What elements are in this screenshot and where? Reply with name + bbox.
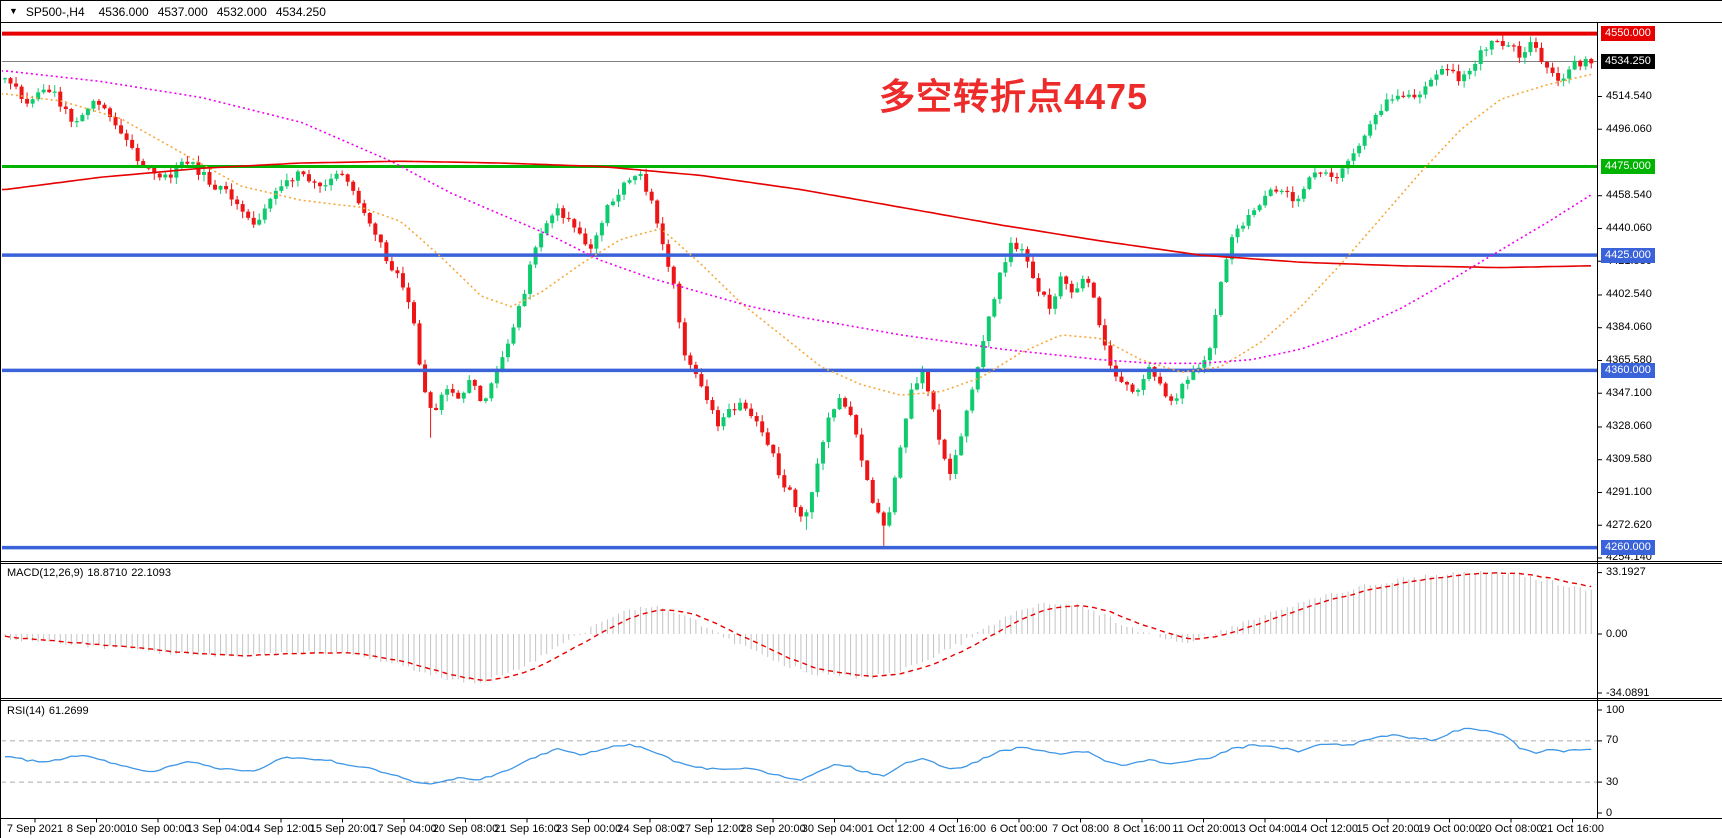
rsi-axis-label: 0: [1606, 806, 1613, 819]
rsi-name: RSI(14): [7, 705, 45, 717]
time-axis-label: 13 Oct 04:00: [1233, 823, 1297, 835]
chart-annotation-text[interactable]: 多空转折点4475: [879, 76, 1149, 117]
price-badge: 4360.000: [1601, 362, 1655, 378]
price-badge: 4550.000: [1601, 26, 1655, 42]
price-axis[interactable]: 4514.5404496.0604458.5404440.0604421.580…: [1598, 1, 1722, 838]
time-axis-label: 24 Sep 08:00: [617, 823, 683, 835]
bar-open-value: 4536.000: [98, 4, 149, 19]
price-badge: 4475.000: [1601, 159, 1655, 175]
time-axis-label: 15 Oct 20:00: [1356, 823, 1420, 835]
bar-close-value: 4534.250: [275, 4, 326, 19]
time-axis-label: 27 Sep 12:00: [678, 823, 745, 835]
price-tick-label: 4458.540: [1606, 189, 1652, 202]
time-axis-label: 20 Sep 08:00: [432, 823, 499, 835]
macd-histogram: [4, 571, 1592, 684]
rsi-value: 61.2699: [48, 705, 89, 717]
price-tick-label: 4272.620: [1606, 518, 1652, 531]
time-axis-label: 17 Sep 04:00: [371, 823, 437, 835]
price-tick-label: 4328.060: [1606, 420, 1652, 433]
price-badge: 4425.000: [1601, 247, 1655, 263]
time-axis[interactable]: 7 Sep 2021 8 Sep 20:00 10 Sep 00:00 13 Sep …: [1, 820, 1604, 838]
price-tick-label: 4309.580: [1606, 453, 1652, 466]
price-tick-label: 4440.060: [1606, 221, 1652, 234]
time-axis-label: 14 Oct 12:00: [1295, 823, 1358, 835]
time-axis-label: 10 Sep 00:00: [125, 823, 191, 835]
rsi-axis-label: 30: [1606, 775, 1619, 788]
macd-signal-value: 22.1093: [131, 567, 171, 579]
ma-slow-red-line: [2, 160, 1592, 269]
price-tick-label: 4402.540: [1606, 288, 1652, 301]
axis-tick-marks: [34, 95, 1602, 823]
rsi-axis-label: 70: [1606, 734, 1619, 747]
time-axis-label: 6 Oct 00:00: [990, 823, 1048, 835]
price-badge: 4260.000: [1601, 540, 1655, 556]
time-axis-label: 4 Oct 16:00: [929, 823, 986, 835]
horizontal-level-lines[interactable]: [1, 31, 1597, 550]
rsi-indicator-label: RSI(14) 61.2699: [7, 705, 93, 717]
price-badge: 4534.250: [1601, 54, 1655, 70]
rsi-axis-label: 100: [1606, 703, 1625, 716]
time-axis-label: 20 Oct 08:00: [1479, 823, 1543, 835]
time-axis-label: 7 Sep 2021: [6, 823, 64, 835]
time-axis-label: 8 Sep 20:00: [66, 823, 127, 835]
time-axis-label: 14 Sep 12:00: [248, 823, 314, 835]
macd-main-value: 18.8710: [87, 567, 128, 579]
panel-borders: [1, 22, 1722, 819]
time-axis-label: 21 Sep 16:00: [494, 823, 560, 835]
ma-fast-orange-line: [2, 73, 1592, 397]
bar-high-value: 4537.000: [157, 4, 208, 19]
time-axis-label: 21 Oct 16:00: [1541, 823, 1604, 835]
ma-mid-magenta-line: [2, 70, 1592, 365]
candles[interactable]: [3, 32, 1594, 546]
rsi-level-lines: [2, 740, 1597, 783]
symbol-dropdown-icon[interactable]: ▼: [9, 6, 18, 16]
time-axis-label: 28 Sep 20:00: [740, 823, 806, 835]
symbol-period-label: SP500-,H4: [25, 4, 85, 19]
time-axis-label: 30 Sep 04:00: [801, 823, 868, 835]
macd-axis-label: 33.1927: [1606, 566, 1646, 579]
time-axis-label: 7 Oct 08:00: [1052, 823, 1109, 835]
time-axis-label: 8 Oct 16:00: [1113, 823, 1171, 835]
price-tick-label: 4347.100: [1606, 386, 1652, 399]
rsi-line: [5, 727, 1592, 785]
macd-name: MACD(12,26,9): [7, 567, 84, 579]
time-axis-label: 1 Oct 12:00: [867, 823, 925, 835]
macd-axis-label: 0.00: [1606, 627, 1628, 640]
time-axis-label: 11 Oct 20:00: [1172, 823, 1235, 835]
price-tick-label: 4384.060: [1606, 321, 1652, 334]
price-tick-label: 4291.100: [1606, 485, 1652, 498]
bar-low-value: 4532.000: [216, 4, 267, 19]
chart-header: ▼ SP500-,H4 4536.000 4537.000 4532.000 4…: [1, 1, 1722, 22]
macd-indicator-label: MACD(12,26,9) 18.8710 22.1093: [7, 567, 175, 579]
time-axis-label: 23 Sep 00:00: [555, 823, 622, 835]
price-tick-label: 4496.060: [1606, 122, 1652, 135]
macd-signal-line: [4, 572, 1592, 682]
time-axis-label: 15 Sep 20:00: [309, 823, 376, 835]
macd-axis-label: -34.0891: [1606, 686, 1650, 699]
time-axis-label: 13 Sep 04:00: [186, 823, 253, 835]
price-tick-label: 4514.540: [1606, 89, 1652, 102]
time-axis-label: 19 Oct 00:00: [1418, 823, 1481, 835]
